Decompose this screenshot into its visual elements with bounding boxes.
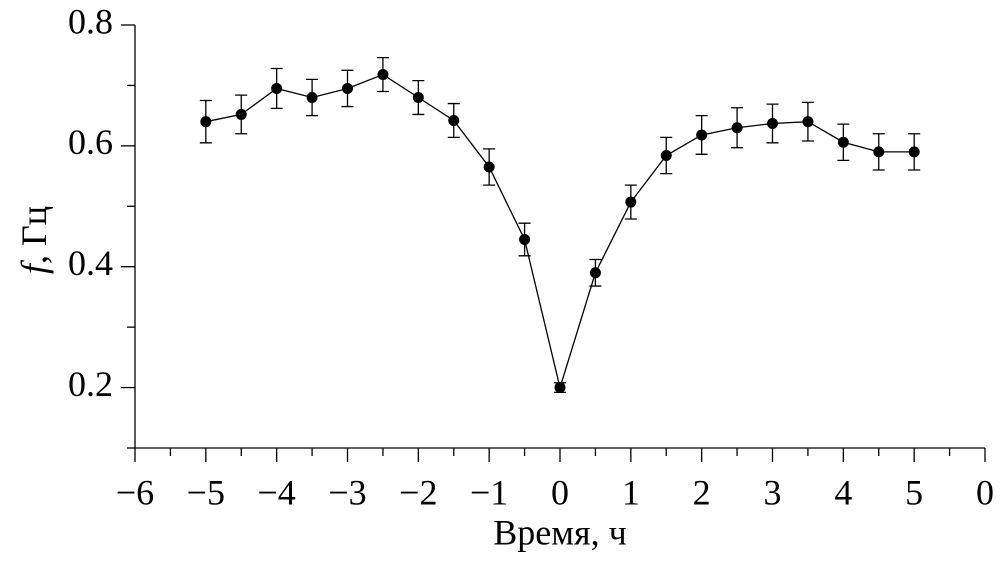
data-point — [908, 146, 920, 158]
data-point — [519, 234, 531, 246]
data-point — [377, 69, 389, 81]
data-point — [306, 92, 318, 104]
data-point — [554, 382, 566, 394]
data-point — [483, 161, 495, 173]
data-point — [342, 82, 353, 94]
y-axis-label: f, Гц — [14, 206, 54, 274]
y-tick-label: 0.8 — [68, 1, 113, 41]
y-tick-label: 0.2 — [68, 364, 113, 404]
data-point — [235, 108, 247, 120]
data-point — [271, 82, 283, 94]
data-point — [448, 114, 460, 126]
x-tick-label: 0 — [976, 472, 994, 512]
x-tick-label: −4 — [258, 472, 296, 512]
x-axis-label: Время, ч — [493, 512, 626, 552]
x-tick-label: 3 — [764, 472, 782, 512]
data-point — [660, 150, 672, 162]
data-point — [696, 129, 708, 141]
data-point — [802, 116, 814, 128]
x-tick-label: 4 — [834, 472, 852, 512]
y-axis-unit: , Гц — [14, 206, 54, 264]
x-tick-label: −1 — [470, 472, 508, 512]
data-point — [731, 122, 743, 134]
x-tick-label: 0 — [551, 472, 569, 512]
data-point — [873, 146, 885, 158]
x-tick-label: 1 — [622, 472, 640, 512]
x-tick-label: 5 — [905, 472, 923, 512]
x-tick-label: −6 — [116, 472, 154, 512]
x-tick-label: −5 — [187, 472, 225, 512]
data-point — [767, 117, 778, 129]
y-tick-label: 0.4 — [68, 243, 113, 283]
data-point — [837, 136, 849, 148]
data-point — [200, 116, 212, 128]
y-tick-label: 0.6 — [68, 122, 113, 162]
data-point — [589, 267, 601, 279]
data-point — [625, 196, 637, 208]
data-point — [412, 92, 424, 104]
x-tick-label: −3 — [328, 472, 366, 512]
x-tick-label: −2 — [399, 472, 437, 512]
x-tick-label: 2 — [693, 472, 711, 512]
